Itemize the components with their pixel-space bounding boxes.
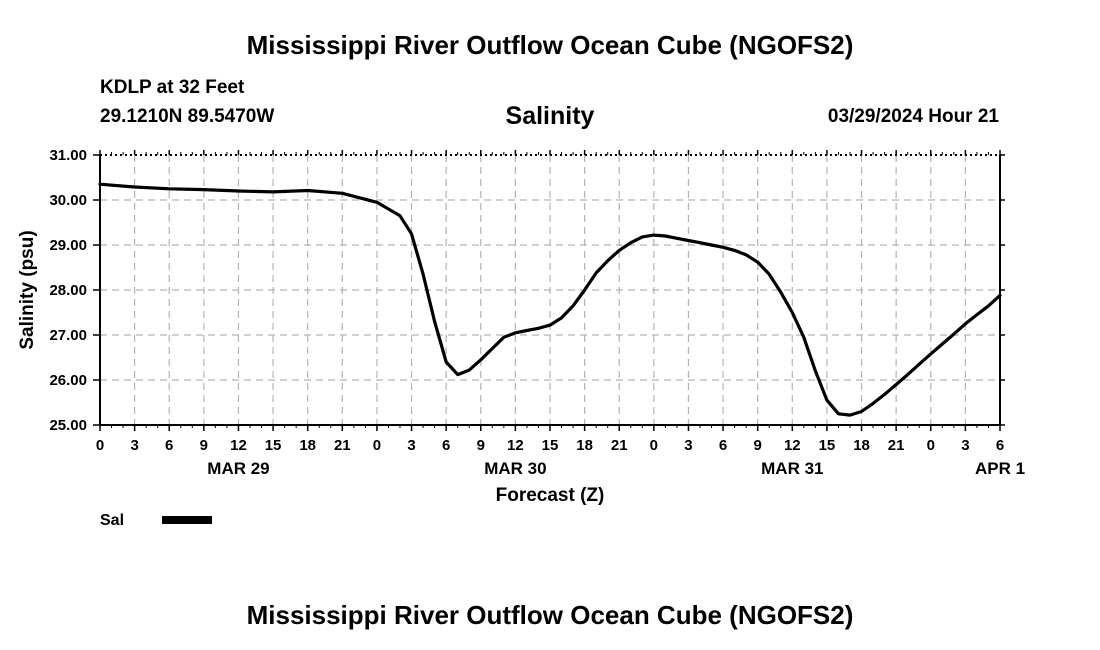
x-tick-label: 3 — [684, 437, 692, 454]
date-label: MAR 31 — [761, 459, 823, 478]
x-tick-label: 12 — [507, 437, 524, 454]
x-tick-label: 15 — [265, 437, 282, 454]
date-label: MAR 30 — [484, 459, 546, 478]
x-tick-label: 0 — [927, 437, 935, 454]
date-label: MAR 29 — [207, 459, 269, 478]
x-tick-label: 9 — [200, 437, 208, 454]
y-tick-label: 25.00 — [49, 417, 87, 434]
series-layer — [98, 182, 1002, 417]
x-tick-label: 6 — [442, 437, 450, 454]
salinity-chart: 0 3 6 9 12 15 18 21 0 3 6 9 12 15 18 21 0 3 6 9 12 15 18 21 0 3 6 2… — [17, 147, 1025, 529]
x-tick-label: 15 — [542, 437, 559, 454]
chart-title: Mississippi River Outflow Ocean Cube (NG… — [246, 30, 854, 60]
x-tick-label: 0 — [373, 437, 381, 454]
y-tick-label: 26.00 — [49, 372, 87, 389]
x-tick-label: 0 — [650, 437, 658, 454]
x-tick-label: 15 — [819, 437, 836, 454]
date-label: APR 1 — [975, 459, 1025, 478]
x-tick-label: 18 — [299, 437, 316, 454]
x-tick-label: 9 — [477, 437, 485, 454]
forecast-datetime: 03/29/2024 Hour 21 — [827, 106, 999, 127]
series-line-sal — [98, 182, 1002, 417]
y-tick-label: 31.00 — [49, 147, 87, 164]
footer-title: Mississippi River Outflow Ocean Cube (NG… — [246, 600, 854, 630]
y-tick-label: 29.00 — [49, 237, 87, 254]
x-tick-label: 21 — [888, 437, 905, 454]
station-coordinates: 29.1210N 89.5470W — [100, 106, 275, 127]
legend-label: Sal — [100, 512, 124, 529]
y-tick-label: 30.00 — [49, 192, 87, 209]
variable-title: Salinity — [505, 102, 595, 130]
x-tick-label: 6 — [165, 437, 173, 454]
y-tick-label: 27.00 — [49, 327, 87, 344]
x-tick-label: 12 — [784, 437, 801, 454]
station-label: KDLP at 32 Feet — [100, 77, 245, 98]
x-tick-label: 3 — [130, 437, 138, 454]
x-tick-label: 18 — [576, 437, 593, 454]
y-axis-label: Salinity (psu) — [17, 230, 38, 349]
legend: Sal — [100, 512, 212, 529]
y-tick-label: 28.00 — [49, 282, 87, 299]
grid — [100, 155, 1000, 425]
x-tick-label: 21 — [334, 437, 351, 454]
x-tick-label: 0 — [96, 437, 104, 454]
x-axis-label: Forecast (Z) — [496, 485, 605, 506]
x-tick-label: 18 — [853, 437, 870, 454]
x-tick-label: 6 — [719, 437, 727, 454]
x-tick-label: 21 — [611, 437, 628, 454]
x-tick-label: 6 — [996, 437, 1004, 454]
axes: 0 3 6 9 12 15 18 21 0 3 6 9 12 15 18 21 0 3 6 9 12 15 18 21 0 3 6 2… — [17, 147, 1025, 506]
x-tick-label: 3 — [407, 437, 415, 454]
x-tick-label: 3 — [961, 437, 969, 454]
x-tick-label: 12 — [230, 437, 247, 454]
x-tick-label: 9 — [754, 437, 762, 454]
